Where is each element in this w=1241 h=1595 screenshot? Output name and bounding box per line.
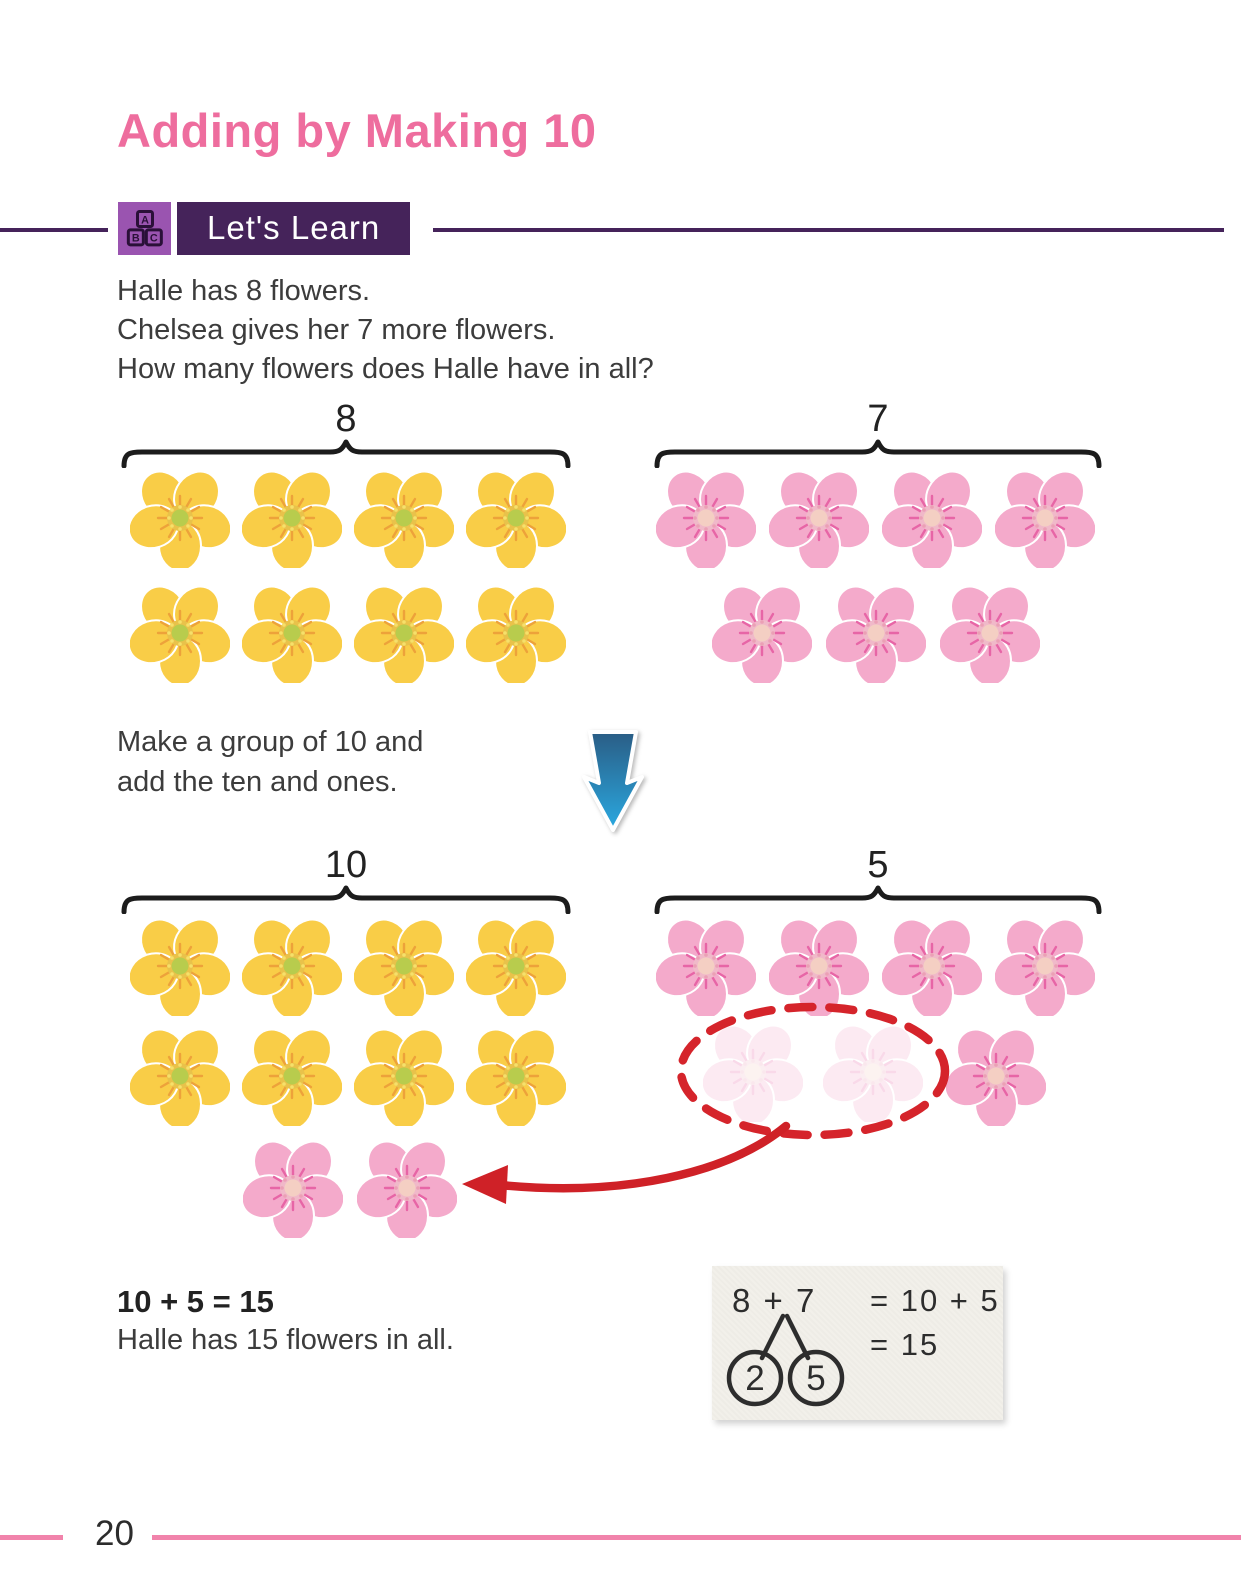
blue-down-arrow-icon — [582, 730, 644, 832]
problem-line-3: How many flowers does Halle have in all? — [117, 353, 654, 385]
number-bond-part-right: 5 — [806, 1359, 825, 1398]
flower-pink-faded — [823, 1022, 923, 1122]
flower-pink — [656, 916, 756, 1016]
flower-pink — [769, 916, 869, 1016]
number-bond-result-line2: = 15 — [870, 1327, 939, 1362]
flower-pink — [882, 468, 982, 568]
number-bond-part-left: 2 — [745, 1359, 764, 1398]
flower-yellow — [242, 916, 342, 1016]
group-count-label-8: 8 — [335, 398, 357, 440]
flower-yellow — [354, 1026, 454, 1126]
footer-rule-right — [152, 1535, 1241, 1540]
flower-pink — [769, 468, 869, 568]
flower-pink — [357, 1138, 457, 1238]
number-bond-branches — [759, 1313, 811, 1361]
problem-line-1: Halle has 8 flowers. — [117, 275, 371, 307]
page-title: Adding by Making 10 — [117, 104, 597, 157]
red-arrowhead — [462, 1165, 508, 1204]
flower-yellow — [130, 583, 230, 683]
yellow-flower-row — [130, 468, 566, 568]
abc-blocks-icon: A B C — [118, 202, 171, 255]
flower-pink — [656, 468, 756, 568]
divider-line-right — [433, 228, 1224, 232]
pink-flower-row — [656, 468, 1095, 568]
flower-pink — [995, 916, 1095, 1016]
flower-yellow — [466, 583, 566, 683]
number-bond-circle-right — [787, 1349, 845, 1407]
flower-pink — [882, 916, 982, 1016]
lets-learn-banner: Let's Learn — [177, 202, 411, 255]
flower-yellow — [130, 916, 230, 1016]
flower-yellow — [354, 468, 454, 568]
problem-line-2: Chelsea gives her 7 more flowers. — [117, 314, 556, 346]
faded-pink-flower-pair — [703, 1022, 923, 1122]
page-number: 20 — [95, 1514, 134, 1553]
pink-flower-row — [712, 583, 1040, 683]
flower-yellow — [466, 916, 566, 1016]
flower-yellow — [242, 468, 342, 568]
brace-7 — [653, 438, 1103, 468]
divider-line-left — [0, 228, 108, 232]
instruction-text: Make a group of 10 and add the ten and o… — [117, 722, 423, 802]
flower-pink — [946, 1026, 1046, 1126]
flower-pink — [995, 468, 1095, 568]
flower-yellow — [242, 583, 342, 683]
instruction-line-2: add the ten and ones. — [117, 766, 398, 798]
svg-text:A: A — [141, 214, 149, 226]
flower-pink — [940, 583, 1040, 683]
brace-8 — [120, 438, 572, 468]
flower-pink — [826, 583, 926, 683]
yellow-flower-row — [130, 1026, 566, 1126]
svg-text:B: B — [131, 232, 139, 244]
flower-yellow — [130, 468, 230, 568]
flower-pink-faded — [703, 1022, 803, 1122]
problem-text: Halle has 8 flowers. Chelsea gives her 7… — [117, 272, 654, 389]
solution-equation: 10 + 5 = 15 — [117, 1284, 274, 1319]
remaining-pink-flower — [946, 1026, 1046, 1126]
brace-5 — [653, 884, 1103, 914]
red-curved-arrow — [495, 1121, 791, 1193]
solution-sentence: Halle has 15 flowers in all. — [117, 1324, 454, 1356]
number-bond-box: 8 + 7 2 5 = 10 + 5 = 15 — [712, 1266, 1003, 1420]
flower-yellow — [466, 468, 566, 568]
yellow-flower-row — [130, 916, 566, 1016]
number-bond-result-line1: = 10 + 5 — [870, 1283, 1000, 1318]
flower-yellow — [354, 916, 454, 1016]
group-count-label-7: 7 — [867, 398, 889, 440]
flower-yellow — [130, 1026, 230, 1126]
footer-rule-left — [0, 1535, 63, 1540]
group-count-label-5: 5 — [867, 844, 889, 886]
number-bond-circle-left — [726, 1349, 784, 1407]
flower-yellow — [354, 583, 454, 683]
flower-yellow — [466, 1026, 566, 1126]
brace-10 — [120, 884, 572, 914]
flower-yellow — [242, 1026, 342, 1126]
yellow-flower-row — [130, 583, 566, 683]
instruction-line-1: Make a group of 10 and — [117, 726, 424, 758]
number-bond-expression: 8 + 7 — [732, 1282, 816, 1319]
flower-pink — [712, 583, 812, 683]
pink-flower-row — [656, 916, 1095, 1016]
flower-pink — [243, 1138, 343, 1238]
svg-text:C: C — [149, 232, 157, 244]
moved-pink-flower-pair — [243, 1138, 457, 1238]
group-count-label-10: 10 — [324, 844, 368, 886]
